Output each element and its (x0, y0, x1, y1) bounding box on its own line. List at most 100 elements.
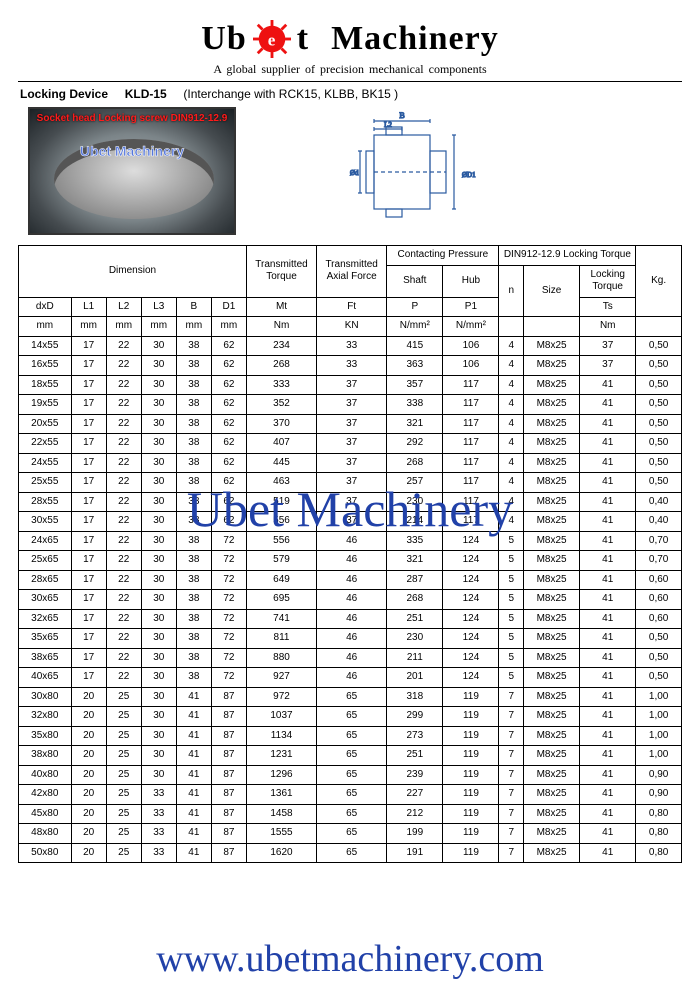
table-cell: 41 (176, 746, 211, 766)
table-cell: 4 (499, 512, 524, 532)
table-cell: 22 (106, 668, 141, 688)
table-cell: 17 (71, 356, 106, 376)
title-note: (Interchange with RCK15, KLBB, BK15 ) (183, 87, 398, 101)
table-cell: 880 (246, 648, 316, 668)
table-cell: 119 (443, 707, 499, 727)
table-cell: 20x55 (19, 414, 72, 434)
table-cell: 0,60 (636, 590, 682, 610)
table-cell: 117 (443, 395, 499, 415)
table-cell: 927 (246, 668, 316, 688)
table-cell: 17 (71, 453, 106, 473)
table-cell: 41 (580, 707, 636, 727)
table-cell: 214 (387, 512, 443, 532)
table-cell: M8x25 (524, 453, 580, 473)
table-cell: 22 (106, 453, 141, 473)
table-row: 25x551722303862463372571174M8x25410,50 (19, 473, 682, 493)
table-cell: 4 (499, 336, 524, 356)
table-row: 20x551722303862370373211174M8x25410,50 (19, 414, 682, 434)
th-mt: Mt (246, 297, 316, 317)
table-cell: 230 (387, 629, 443, 649)
table-cell: 17 (71, 668, 106, 688)
table-cell: 87 (211, 687, 246, 707)
table-cell: 124 (443, 609, 499, 629)
table-cell: 25 (106, 824, 141, 844)
table-cell: 38 (176, 648, 211, 668)
table-cell: 30x65 (19, 590, 72, 610)
table-cell: 251 (387, 746, 443, 766)
table-cell: 62 (211, 414, 246, 434)
table-cell: 1,00 (636, 687, 682, 707)
table-cell: 28x65 (19, 570, 72, 590)
table-cell: 0,50 (636, 668, 682, 688)
table-cell: 25 (106, 804, 141, 824)
table-cell: 407 (246, 434, 316, 454)
table-cell: 106 (443, 336, 499, 356)
table-cell: 65 (317, 726, 387, 746)
table-cell: 268 (246, 356, 316, 376)
table-cell: 38 (176, 531, 211, 551)
gear-e-icon: e (253, 20, 291, 58)
table-cell: 0,90 (636, 765, 682, 785)
table-cell: 24x65 (19, 531, 72, 551)
table-cell: 20 (71, 707, 106, 727)
table-cell: 7 (499, 726, 524, 746)
table-cell: 415 (387, 336, 443, 356)
table-cell: 649 (246, 570, 316, 590)
table-cell: 41 (580, 726, 636, 746)
table-cell: 30x80 (19, 687, 72, 707)
table-cell: 38 (176, 570, 211, 590)
table-cell: M8x25 (524, 551, 580, 571)
table-cell: 16x55 (19, 356, 72, 376)
title-model: KLD-15 (125, 87, 167, 101)
table-cell: 33 (141, 785, 176, 805)
table-cell: 41 (176, 843, 211, 863)
table-cell: 321 (387, 551, 443, 571)
table-cell: 741 (246, 609, 316, 629)
table-cell: 22 (106, 414, 141, 434)
table-cell: 46 (317, 609, 387, 629)
table-cell: 251 (387, 609, 443, 629)
table-cell: 17 (71, 336, 106, 356)
th-u-mm: mm (211, 317, 246, 337)
table-cell: 41 (580, 414, 636, 434)
th-empty (636, 317, 682, 337)
table-cell: 38 (176, 356, 211, 376)
th-p1: P1 (443, 297, 499, 317)
table-cell: 35x65 (19, 629, 72, 649)
table-row: 38x651722303872880462111245M8x25410,50 (19, 648, 682, 668)
table-cell: 30 (141, 512, 176, 532)
table-cell: 7 (499, 785, 524, 805)
table-cell: 38 (176, 512, 211, 532)
th-u-nmm: N/mm² (443, 317, 499, 337)
table-cell: 65 (317, 804, 387, 824)
table-cell: 33 (317, 356, 387, 376)
table-cell: 38x80 (19, 746, 72, 766)
table-cell: 0,80 (636, 824, 682, 844)
table-cell: 33 (141, 824, 176, 844)
brand-logo: Ub e t Machinery (18, 20, 682, 58)
table-cell: 17 (71, 551, 106, 571)
table-cell: 287 (387, 570, 443, 590)
table-cell: M8x25 (524, 668, 580, 688)
table-cell: 0,50 (636, 356, 682, 376)
table-cell: 38 (176, 590, 211, 610)
table-cell: 30 (141, 551, 176, 571)
table-cell: 87 (211, 765, 246, 785)
table-cell: 0,50 (636, 395, 682, 415)
table-cell: 5 (499, 609, 524, 629)
table-cell: 7 (499, 746, 524, 766)
table-cell: 22 (106, 434, 141, 454)
table-row: 32x8020253041871037652991197M8x25411,00 (19, 707, 682, 727)
th-empty (499, 317, 524, 337)
table-cell: 7 (499, 765, 524, 785)
table-cell: 33 (317, 336, 387, 356)
table-cell: 46 (317, 570, 387, 590)
table-cell: 30 (141, 726, 176, 746)
table-cell: 41 (580, 687, 636, 707)
table-cell: 17 (71, 570, 106, 590)
table-cell: 0,50 (636, 648, 682, 668)
table-cell: 230 (387, 492, 443, 512)
table-cell: 0,80 (636, 804, 682, 824)
table-cell: 41 (580, 453, 636, 473)
table-cell: 519 (246, 492, 316, 512)
